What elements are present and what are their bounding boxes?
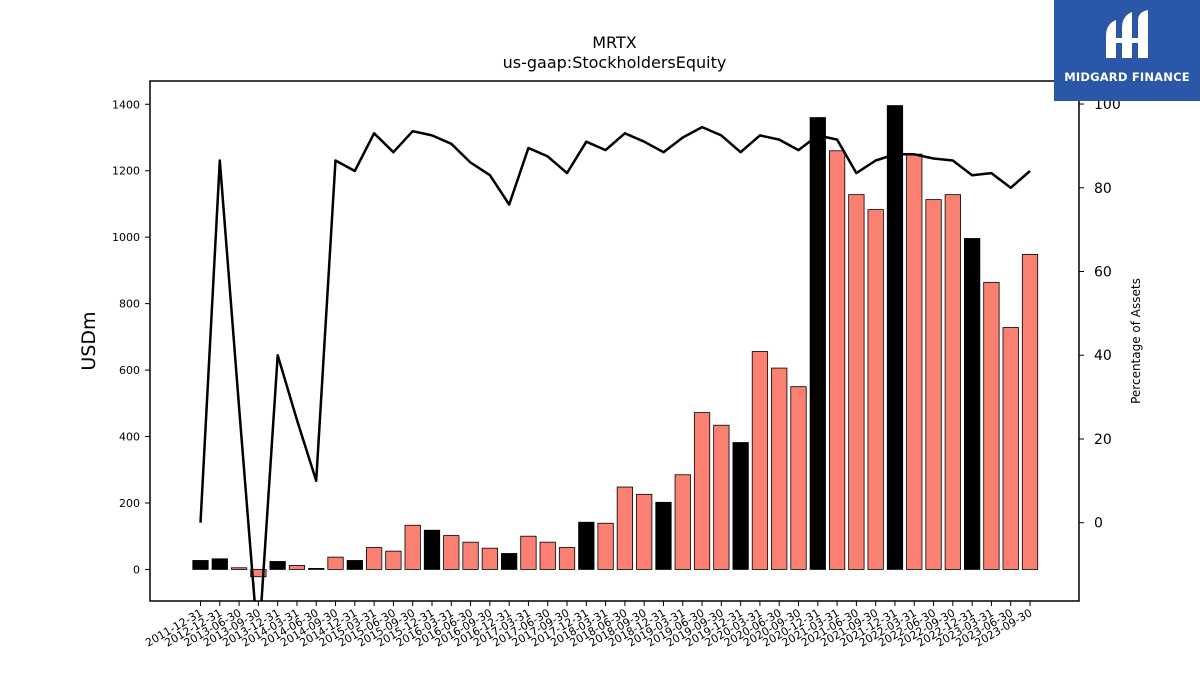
y-tick-label: 1400	[112, 98, 140, 111]
bar-2022-06-30	[925, 199, 942, 570]
bar-2013-09-30	[250, 569, 267, 578]
y-axis-label: USDm	[78, 311, 100, 370]
y2-tick-label: 0	[1094, 516, 1103, 532]
bar-2016-09-30	[481, 547, 498, 570]
bar-series	[192, 105, 1039, 578]
x-axis: 2011-12-312012-12-312013-06-302013-09-30…	[143, 601, 1035, 650]
bar-2020-03-31	[751, 351, 769, 570]
percentage-of-assets-line	[199, 125, 1031, 601]
bar-2020-09-30	[790, 386, 807, 570]
logo-mark-icon	[1106, 10, 1148, 58]
bar-2015-12-31	[423, 529, 441, 570]
bar-2017-06-30	[539, 541, 556, 570]
bar-2022-12-31	[964, 238, 981, 570]
bar-2021-06-30	[848, 194, 865, 570]
bar-2018-06-30	[616, 486, 634, 570]
y-tick-label: 200	[119, 497, 140, 510]
bar-2014-06-30	[308, 568, 325, 570]
y-tick-label: 0	[133, 563, 140, 576]
bar-2015-09-30	[404, 524, 421, 570]
bar-2014-09-30	[327, 556, 344, 570]
bar-2022-03-31	[906, 153, 923, 570]
bar-2020-12-31	[809, 117, 826, 570]
y2-tick-label: 100	[1094, 97, 1121, 113]
bar-2023-06-30	[1002, 327, 1019, 570]
bar-2012-12-31	[211, 558, 228, 570]
bar-2016-06-30	[462, 541, 479, 570]
bar-2013-06-30	[230, 567, 248, 570]
bar-2017-12-31	[578, 521, 595, 570]
bar-2016-12-31	[501, 553, 518, 570]
y-axis-left: 0 200 400 600 800 1000 1200 1400	[112, 98, 150, 576]
y-tick-label: 400	[119, 431, 140, 444]
bar-2019-12-31	[732, 442, 749, 570]
y2-tick-label: 80	[1094, 181, 1112, 197]
y-tick-label: 1000	[112, 231, 140, 244]
bar-2017-03-31	[520, 535, 537, 570]
bar-2013-12-31	[269, 561, 286, 570]
bar-2017-09-30	[558, 547, 576, 570]
bar-2021-12-31	[886, 105, 904, 570]
bar-2019-09-30	[713, 424, 730, 570]
bar-2015-06-30	[385, 550, 402, 570]
bar-2021-03-31	[828, 150, 846, 570]
bar-2021-09-30	[867, 209, 884, 570]
bar-2020-06-30	[771, 367, 788, 570]
bar-2014-12-31	[346, 560, 363, 570]
bar-2018-03-31	[597, 522, 614, 570]
bar-2015-03-31	[365, 547, 383, 570]
y-tick-label: 1200	[112, 165, 140, 178]
y-tick-label: 600	[119, 364, 140, 377]
logo-text: MIDGARD FINANCE	[1064, 70, 1190, 84]
bar-2014-03-31	[288, 565, 306, 570]
y-axis-right: 0 20 40 60 80 100	[1079, 97, 1121, 532]
y2-tick-label: 60	[1094, 264, 1112, 280]
chart-title: MRTX	[592, 33, 637, 52]
chart-subtitle: us-gaap:StockholdersEquity	[502, 53, 727, 72]
y2-axis-label: Percentage of Assets	[1129, 278, 1143, 404]
plot-frame	[149, 80, 1080, 602]
bar-2011-12-31	[192, 560, 209, 570]
bar-2019-06-30	[693, 412, 711, 570]
bar-2018-09-30	[636, 493, 653, 570]
bar-2022-09-30	[944, 194, 961, 570]
y2-tick-label: 40	[1094, 348, 1112, 364]
y2-tick-label: 20	[1094, 432, 1112, 448]
bar-2018-12-31	[655, 501, 672, 570]
bar-2016-03-31	[443, 535, 460, 570]
midgard-finance-logo: MIDGARD FINANCE	[1054, 0, 1200, 101]
bar-2023-03-31	[983, 281, 1000, 570]
y-tick-label: 800	[119, 298, 140, 311]
bar-2023-09-30	[1021, 254, 1039, 570]
line-series	[199, 125, 1031, 601]
bar-2019-03-31	[674, 474, 691, 570]
